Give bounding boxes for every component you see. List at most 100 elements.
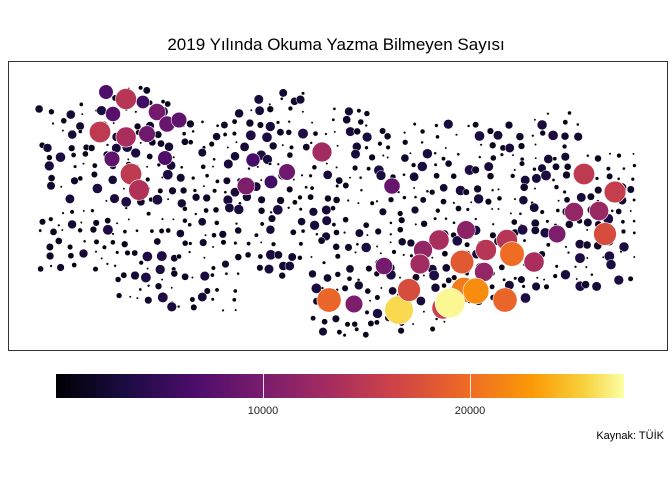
district-bubble bbox=[332, 107, 337, 111]
district-bubble bbox=[430, 256, 434, 260]
district-bubble bbox=[259, 221, 265, 227]
district-bubble bbox=[179, 186, 188, 195]
district-bubble bbox=[352, 164, 359, 172]
district-bubble bbox=[594, 176, 600, 181]
district-bubble bbox=[620, 219, 626, 225]
district-bubble bbox=[130, 147, 141, 159]
district-bubble bbox=[325, 162, 329, 166]
district-bubble bbox=[474, 217, 478, 221]
district-bubble bbox=[49, 264, 53, 268]
district-bubble bbox=[567, 110, 572, 116]
district-bubble bbox=[164, 142, 174, 152]
district-bubble bbox=[368, 153, 376, 162]
map-panel bbox=[8, 61, 668, 351]
district-bubble bbox=[269, 210, 273, 214]
district-bubble bbox=[145, 176, 151, 183]
district-bubble bbox=[552, 156, 558, 161]
district-bubble bbox=[212, 206, 220, 214]
district-bubble bbox=[441, 282, 447, 289]
district-bubble bbox=[632, 255, 636, 259]
district-bubble bbox=[383, 132, 392, 141]
district-bubble bbox=[396, 226, 404, 234]
district-bubble bbox=[197, 148, 207, 158]
district-bubble bbox=[122, 229, 128, 234]
district-bubble bbox=[309, 220, 320, 231]
bubble-map bbox=[34, 84, 637, 339]
district-bubble bbox=[496, 195, 503, 202]
district-bubble bbox=[112, 121, 116, 125]
district-bubble bbox=[489, 231, 497, 239]
district-bubble bbox=[381, 153, 385, 158]
district-bubble bbox=[190, 303, 198, 311]
district-bubble bbox=[632, 219, 636, 223]
district-bubble bbox=[48, 216, 54, 222]
district-bubble bbox=[215, 123, 220, 128]
district-bubble bbox=[177, 198, 187, 209]
district-bubble bbox=[342, 115, 352, 125]
district-bubble bbox=[278, 271, 286, 280]
district-bubble bbox=[297, 255, 303, 261]
district-bubble bbox=[613, 274, 624, 286]
district-bubble bbox=[433, 151, 437, 155]
district-bubble bbox=[231, 118, 238, 125]
district-bubble bbox=[268, 161, 272, 166]
district-bubble bbox=[171, 217, 175, 221]
district-bubble bbox=[408, 151, 412, 155]
district-bubble bbox=[356, 201, 360, 205]
district-bubble bbox=[318, 327, 328, 337]
district-bubble bbox=[552, 162, 560, 171]
highlight-bubble bbox=[409, 253, 431, 275]
district-bubble bbox=[620, 228, 627, 235]
district-bubble bbox=[517, 224, 528, 236]
district-bubble bbox=[270, 241, 277, 247]
district-bubble bbox=[362, 331, 370, 339]
district-bubble bbox=[46, 181, 56, 191]
district-bubble bbox=[179, 165, 184, 170]
district-bubble bbox=[471, 165, 480, 175]
district-bubble bbox=[269, 141, 278, 151]
district-bubble bbox=[190, 276, 194, 279]
district-bubble bbox=[230, 151, 240, 161]
district-bubble bbox=[214, 287, 220, 293]
district-bubble bbox=[87, 144, 96, 152]
district-bubble bbox=[420, 140, 424, 145]
district-bubble bbox=[128, 295, 132, 299]
district-bubble bbox=[365, 265, 373, 273]
highlight-bubble bbox=[148, 103, 166, 121]
district-bubble bbox=[594, 154, 602, 163]
district-bubble bbox=[389, 240, 393, 244]
district-bubble bbox=[367, 320, 375, 327]
district-bubble bbox=[343, 231, 347, 235]
district-bubble bbox=[215, 179, 220, 184]
district-bubble bbox=[531, 134, 535, 138]
district-bubble bbox=[253, 232, 259, 238]
district-bubble bbox=[594, 186, 603, 195]
district-bubble bbox=[410, 162, 417, 168]
district-bubble bbox=[90, 171, 98, 178]
highlight-bubble bbox=[105, 106, 121, 122]
district-bubble bbox=[166, 301, 177, 312]
district-bubble bbox=[309, 141, 313, 145]
district-bubble bbox=[576, 122, 580, 127]
district-bubble bbox=[289, 144, 294, 150]
highlight-bubble bbox=[475, 239, 497, 261]
district-bubble bbox=[521, 284, 526, 289]
district-bubble bbox=[464, 241, 471, 248]
district-bubble bbox=[59, 185, 63, 189]
highlight-bubble bbox=[135, 94, 151, 110]
district-bubble bbox=[398, 216, 406, 224]
highlight-bubble bbox=[103, 150, 121, 168]
district-bubble bbox=[406, 238, 416, 248]
district-bubble bbox=[181, 137, 189, 146]
district-bubble bbox=[435, 134, 440, 140]
district-bubble bbox=[300, 228, 306, 234]
district-bubble bbox=[333, 130, 337, 134]
district-bubble bbox=[336, 329, 343, 336]
district-bubble bbox=[222, 132, 228, 137]
district-bubble bbox=[616, 176, 621, 181]
highlight-bubble bbox=[157, 150, 173, 166]
district-bubble bbox=[342, 216, 349, 223]
highlight-bubble bbox=[383, 177, 401, 195]
district-bubble bbox=[144, 296, 153, 305]
district-bubble bbox=[234, 226, 242, 235]
